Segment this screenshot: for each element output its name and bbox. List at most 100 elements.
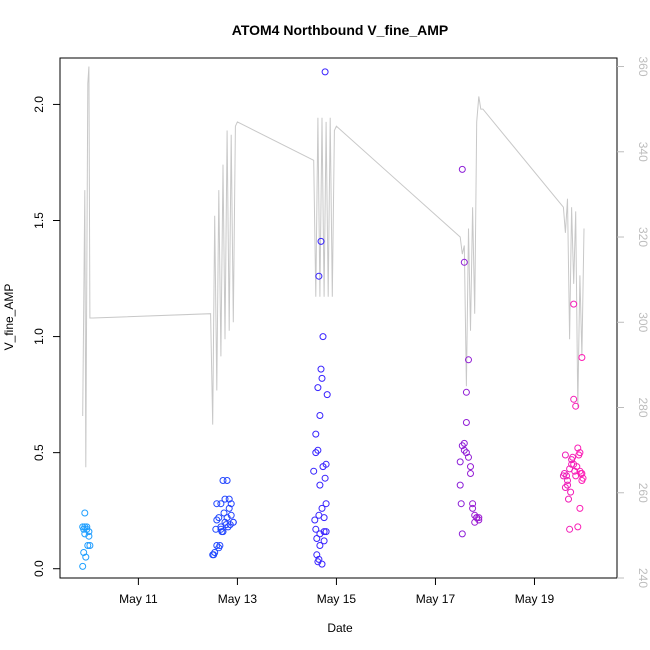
data-point xyxy=(456,458,464,466)
data-point xyxy=(83,525,91,533)
y2-tick-label: 300 xyxy=(636,312,650,332)
x-tick-label: May 17 xyxy=(416,592,456,606)
data-point xyxy=(211,549,219,556)
data-point xyxy=(579,474,587,482)
data-point xyxy=(315,555,323,563)
y2-tick-label: 320 xyxy=(636,227,650,247)
data-point xyxy=(318,374,326,382)
x-axis-label: Date xyxy=(327,621,353,635)
y2-tick-label: 340 xyxy=(636,142,650,162)
data-point xyxy=(217,525,225,533)
data-point xyxy=(213,516,221,524)
data-point xyxy=(320,514,328,522)
data-point xyxy=(566,525,574,533)
data-point xyxy=(213,542,221,549)
data-point xyxy=(216,542,224,549)
y-tick-label: 1.5 xyxy=(32,212,46,229)
data-point xyxy=(84,542,92,549)
data-point xyxy=(576,504,584,512)
x-tick-label: May 11 xyxy=(119,592,158,606)
data-point xyxy=(458,165,466,173)
data-point xyxy=(564,481,571,489)
data-point xyxy=(561,451,569,459)
data-point xyxy=(322,460,330,468)
data-point xyxy=(313,535,321,542)
data-point xyxy=(318,560,326,568)
data-point xyxy=(475,516,483,524)
data-point xyxy=(462,388,470,396)
data-point xyxy=(312,430,320,438)
right-y-axis: 240 260 280 300 320 340 360 xyxy=(617,57,650,588)
data-point xyxy=(223,477,231,484)
data-point xyxy=(574,523,582,531)
data-point xyxy=(563,472,570,480)
data-point xyxy=(569,453,577,461)
data-point xyxy=(318,504,326,512)
y-tick-label: 0.5 xyxy=(32,444,46,461)
y-axis-label: V_fine_AMP xyxy=(2,284,16,351)
data-point xyxy=(219,477,227,484)
x-tick-label: May 13 xyxy=(218,592,258,606)
data-point xyxy=(457,500,465,508)
y2-tick-label: 240 xyxy=(636,568,650,588)
data-point xyxy=(219,528,227,536)
y-tick-label: 2.0 xyxy=(32,96,46,113)
data-point xyxy=(312,525,320,533)
data-point xyxy=(467,463,474,471)
y-tick-label: 1.0 xyxy=(32,328,46,345)
data-point xyxy=(568,460,576,468)
data-point xyxy=(227,500,235,508)
data-point xyxy=(469,504,477,512)
x-tick-label: May 19 xyxy=(515,592,555,606)
data-point xyxy=(570,395,578,403)
series-line xyxy=(82,66,585,468)
data-point xyxy=(460,439,468,447)
data-point xyxy=(322,528,330,536)
data-point xyxy=(460,446,468,454)
data-point xyxy=(225,495,233,503)
data-point xyxy=(467,470,474,477)
left-y-axis: 0.0 0.5 1.0 1.5 2.0 xyxy=(32,96,60,577)
data-point xyxy=(321,68,329,76)
data-point xyxy=(86,542,94,549)
data-point xyxy=(224,523,232,531)
line-layer xyxy=(82,66,585,468)
data-point xyxy=(85,532,93,540)
data-point xyxy=(570,300,578,308)
data-point xyxy=(315,272,323,280)
data-point xyxy=(217,500,225,508)
data-point xyxy=(566,465,574,473)
data-point xyxy=(316,412,324,419)
data-point xyxy=(572,402,580,410)
data-point xyxy=(310,467,318,475)
data-point xyxy=(462,419,470,426)
data-point xyxy=(322,500,330,508)
data-point xyxy=(323,391,331,399)
points-layer xyxy=(79,68,587,570)
y2-tick-label: 360 xyxy=(636,57,650,77)
data-point xyxy=(320,537,328,545)
data-point xyxy=(81,509,89,517)
data-point xyxy=(576,449,584,457)
data-point xyxy=(471,518,479,526)
data-point xyxy=(565,495,572,503)
data-point xyxy=(316,542,324,549)
data-point xyxy=(213,500,221,508)
data-point xyxy=(317,365,325,373)
data-point xyxy=(475,514,483,522)
data-point xyxy=(314,446,322,454)
data-point xyxy=(469,500,477,508)
data-point xyxy=(225,504,233,512)
chart-title: ATOM4 Northbound V_fine_AMP xyxy=(232,22,448,38)
y2-tick-label: 260 xyxy=(636,483,650,503)
data-point xyxy=(319,333,327,341)
x-axis: May 11 May 13 May 15 May 17 May 19 xyxy=(119,578,554,606)
data-point xyxy=(458,530,466,538)
data-point xyxy=(458,442,466,450)
data-point xyxy=(578,354,586,361)
data-point xyxy=(221,495,229,503)
y2-tick-label: 280 xyxy=(636,397,650,417)
data-point xyxy=(460,258,468,266)
data-point xyxy=(82,553,90,561)
data-point xyxy=(227,511,235,519)
